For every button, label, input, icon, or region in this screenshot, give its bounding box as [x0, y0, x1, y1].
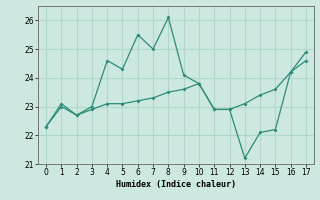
- X-axis label: Humidex (Indice chaleur): Humidex (Indice chaleur): [116, 180, 236, 189]
